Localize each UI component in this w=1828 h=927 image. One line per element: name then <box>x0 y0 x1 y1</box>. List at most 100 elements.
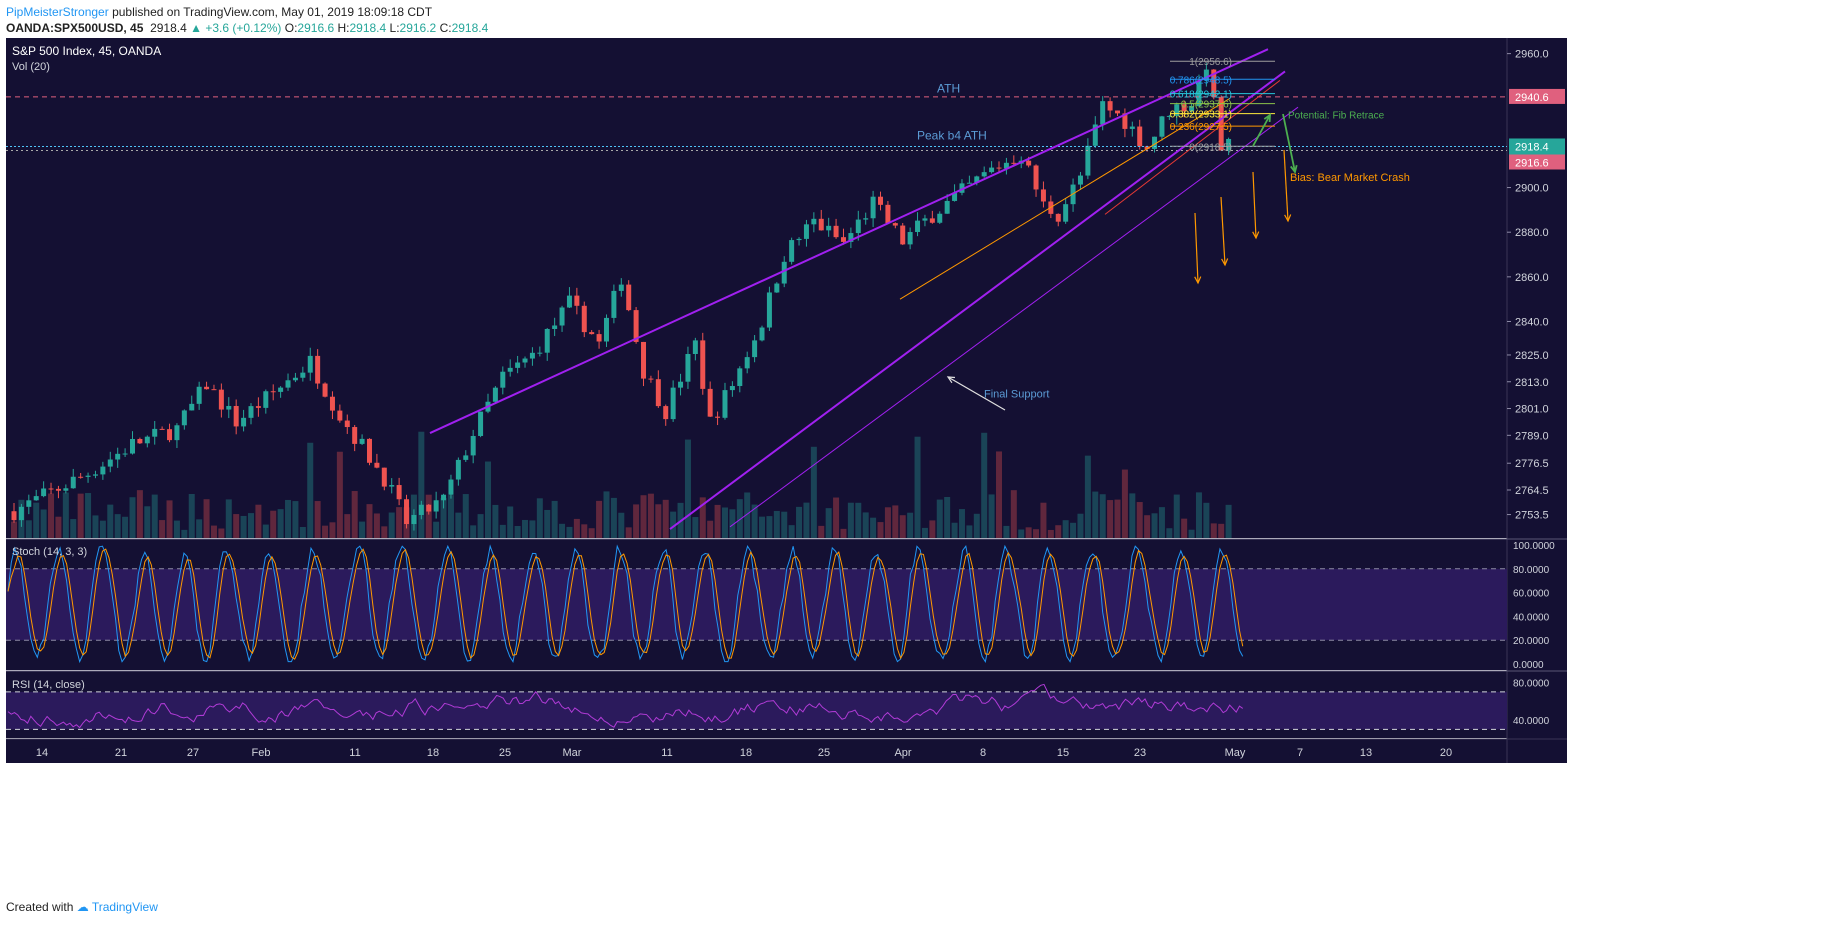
volume-bar <box>736 499 743 538</box>
stoch-tick-label: 80.0000 <box>1513 565 1550 576</box>
volume-bar <box>247 513 254 538</box>
volume-bar <box>633 504 640 538</box>
y-tick-label: 2789.0 <box>1515 430 1549 442</box>
volume-bar <box>181 529 188 538</box>
candle-body <box>559 307 565 326</box>
volume-bar <box>751 504 758 538</box>
candle-body <box>1011 162 1017 164</box>
stoch-k-line <box>7 544 1244 664</box>
volume-bar <box>907 512 914 538</box>
stoch-tick-label: 0.0000 <box>1513 660 1544 671</box>
volume-bar <box>973 513 980 538</box>
volume-label: Vol (20) <box>12 61 50 73</box>
volume-bar <box>70 519 77 538</box>
x-axis-bg <box>6 739 1507 763</box>
publish-header: PipMeisterStronger published on TradingV… <box>6 4 488 36</box>
y-tick-label: 2753.5 <box>1515 510 1549 522</box>
volume-bar <box>1047 529 1054 538</box>
price-tag <box>1509 154 1565 170</box>
volume-bar <box>929 520 936 538</box>
inner-trend-line <box>899 97 1231 300</box>
candle-body <box>863 218 869 220</box>
candle-body <box>218 389 224 410</box>
candle-body <box>1040 189 1046 202</box>
candle-body <box>544 328 550 353</box>
candle-body <box>618 284 624 291</box>
candle-body <box>441 494 447 501</box>
author-link[interactable]: PipMeisterStronger <box>6 5 109 19</box>
candle-body <box>974 176 980 183</box>
volume-bar <box>1062 520 1069 538</box>
retrace-up-arrow-head <box>1263 113 1271 123</box>
candle-body <box>300 372 306 378</box>
fib-level-label: 0.786(2948.5) <box>1170 75 1232 86</box>
candle-body <box>752 340 758 358</box>
candle-body <box>41 488 47 497</box>
rsi-tick-label: 80.0000 <box>1513 678 1550 689</box>
volume-bar <box>462 494 469 538</box>
volume-bar <box>810 446 817 538</box>
volume-bar <box>966 525 973 538</box>
volume-bar <box>455 512 462 538</box>
candle-body <box>307 355 313 373</box>
candle-body <box>596 334 602 342</box>
candle-body <box>633 310 639 342</box>
y-tick-label: 2860.0 <box>1515 272 1549 284</box>
volume-bar <box>855 502 862 538</box>
chart-canvas[interactable]: 1(2956.6) 0.786(2948.5) 0.618(2942.1)0.5(2… <box>0 0 1828 900</box>
volume-bar <box>477 514 484 538</box>
volume-bar <box>492 504 499 538</box>
bear-arrow <box>1252 171 1257 239</box>
candle-body <box>1144 146 1150 149</box>
candle-body <box>292 377 298 381</box>
final-support-line <box>729 106 1299 528</box>
close-label: C: <box>439 21 452 35</box>
volume-bar <box>314 501 321 538</box>
volume-bar <box>1121 469 1128 538</box>
candle-body <box>263 391 269 408</box>
volume-bar <box>781 511 788 538</box>
volume-bar <box>899 515 906 538</box>
candle-body <box>211 389 217 391</box>
candle-body <box>648 378 654 380</box>
candle-body <box>411 514 417 525</box>
bear-arrow-head <box>1221 258 1229 267</box>
x-tick-label: 13 <box>1360 747 1372 759</box>
candle-body <box>285 380 291 388</box>
candle-body <box>55 488 61 491</box>
volume-bar <box>322 525 329 538</box>
candle-body <box>789 240 795 262</box>
candle-body <box>603 317 609 342</box>
candle-body <box>26 500 32 507</box>
volume-bar <box>573 518 580 538</box>
stoch-band <box>6 568 1507 641</box>
volume-bar <box>1070 522 1077 538</box>
candle-body <box>18 506 24 521</box>
candle-body <box>1115 110 1121 114</box>
volume-bar <box>55 516 62 538</box>
candle-body <box>115 453 121 460</box>
candle-body <box>1026 160 1032 166</box>
volume-bar <box>285 499 292 538</box>
candle-body <box>1137 126 1143 147</box>
volume-bar <box>48 493 55 538</box>
candle-body <box>759 327 765 341</box>
peak-label: Peak b4 ATH <box>917 129 987 143</box>
candle-body <box>11 511 17 521</box>
candle-body <box>204 386 210 390</box>
volume-bar <box>418 431 425 538</box>
volume-bar <box>122 516 129 538</box>
candle-body <box>552 325 558 329</box>
volume-bar <box>1084 455 1091 538</box>
tradingview-brand[interactable]: TradingView <box>91 900 158 914</box>
candle-body <box>137 438 143 444</box>
candle-body <box>1174 104 1180 116</box>
candle-body <box>322 383 328 397</box>
fib-level-label: 0.618(2942.1) <box>1170 90 1232 101</box>
candle-body <box>655 379 661 407</box>
candle-body <box>1159 116 1165 137</box>
volume-bar <box>1203 502 1210 538</box>
candle-body <box>722 390 728 418</box>
stoch-tick-label: 20.0000 <box>1513 636 1550 647</box>
bear-arrow <box>1194 212 1199 284</box>
